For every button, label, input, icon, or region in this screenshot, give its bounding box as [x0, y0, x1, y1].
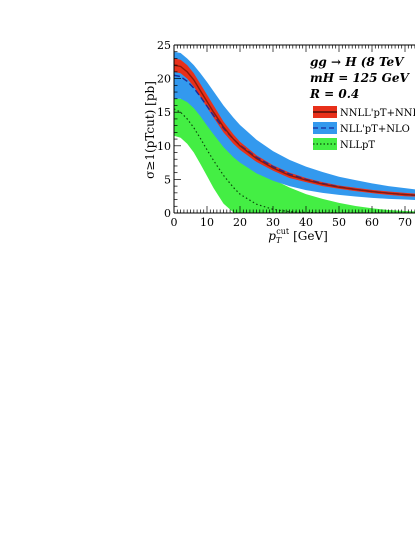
y-axis-title: σ≥1(pTcut) [pb]	[143, 81, 157, 179]
x-tick-label: 30	[266, 216, 280, 229]
annotation-higgs-mass: mH = 125 GeV	[310, 71, 411, 85]
x-axis-title: pTcut [GeV]	[268, 227, 328, 245]
y-tick-label: 0	[164, 207, 171, 220]
x-tick-label: 40	[299, 216, 313, 229]
x-tick-label: 60	[365, 216, 379, 229]
y-tick-label: 15	[157, 106, 171, 119]
y-tick-label: 25	[157, 39, 171, 52]
tick-labels: 0 10 20 30 40 50 60 70 0 5 10 15 20 25	[157, 39, 412, 229]
line-nnll-central	[174, 64, 415, 196]
annotation-jet-radius: R = 0.4	[309, 87, 359, 101]
legend: NNLL'pT+NNLO NLL'pT+NLO NLLpT	[313, 106, 415, 151]
y-tick-label: 10	[157, 140, 171, 153]
band-nll	[174, 98, 415, 213]
legend-label-nll: NLLpT	[340, 140, 375, 151]
x-tick-label: 10	[200, 216, 214, 229]
legend-label-nll-prime: NLL'pT+NLO	[340, 124, 410, 135]
x-tick-label: 70	[398, 216, 412, 229]
x-tick-label: 0	[171, 216, 178, 229]
central-lines	[174, 64, 415, 213]
legend-label-nnll: NNLL'pT+NNLO	[340, 108, 415, 119]
x-tick-label: 50	[332, 216, 346, 229]
line-nll-central	[174, 108, 415, 213]
x-tick-label: 20	[233, 216, 247, 229]
annotation-process: gg → H (8 TeV	[310, 55, 405, 69]
axis-ticks	[173, 44, 415, 214]
y-tick-label: 5	[164, 173, 171, 186]
y-tick-label: 20	[157, 73, 171, 86]
